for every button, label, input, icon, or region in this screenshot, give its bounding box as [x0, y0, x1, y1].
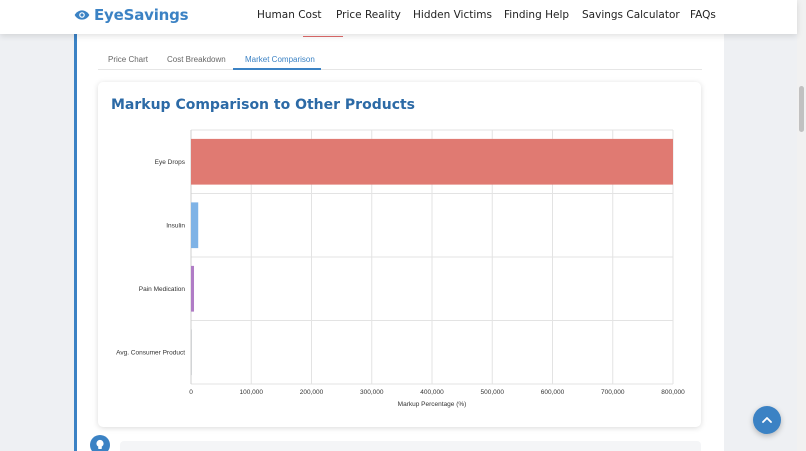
bar-insulin: [191, 202, 199, 249]
x-tick-label: 400,000: [420, 389, 444, 396]
bar-pain-medication: [191, 265, 195, 312]
scroll-to-top-button[interactable]: [753, 406, 781, 434]
category-label: Avg. Consumer Product: [116, 349, 185, 356]
nav-savings-calculator[interactable]: Savings Calculator: [582, 9, 680, 21]
tab-cost-breakdown[interactable]: Cost Breakdown: [167, 55, 226, 64]
nav-hidden-victims[interactable]: Hidden Victims: [413, 9, 492, 21]
nav-human-cost[interactable]: Human Cost: [257, 9, 322, 21]
lightbulb-icon: [96, 439, 104, 449]
next-section-card: [120, 441, 701, 451]
active-tab-indicator: [233, 68, 321, 70]
chart-title: Markup Comparison to Other Products: [111, 97, 416, 113]
x-tick-label: 600,000: [541, 389, 565, 396]
category-label: Insulin: [166, 222, 185, 229]
x-tick-label: 300,000: [360, 389, 384, 396]
x-tick-label: 500,000: [481, 389, 505, 396]
x-axis-title: Markup Percentage (%): [398, 401, 467, 408]
category-label: Eye Drops: [155, 159, 186, 166]
x-tick-label: 800,000: [661, 389, 685, 396]
brand-name: EyeSavings: [94, 6, 189, 24]
nav-finding-help[interactable]: Finding Help: [504, 9, 570, 21]
category-label: Pain Medication: [139, 286, 186, 293]
brand-logo[interactable]: EyeSavings: [74, 6, 189, 24]
page-scrollbar[interactable]: [797, 0, 806, 451]
x-tick-label: 0: [189, 389, 193, 396]
tab-price-chart[interactable]: Price Chart: [108, 55, 149, 64]
scrollbar-thumb[interactable]: [799, 86, 804, 132]
chevron-up-icon: [762, 417, 772, 423]
tab-market-comparison[interactable]: Market Comparison: [245, 55, 315, 64]
markup-bar-chart: 0 100,000 200,000 300,000 400,000 500,000 600,…: [116, 129, 685, 408]
x-tick-label: 100,000: [240, 389, 264, 396]
bar-eye-drops: [191, 138, 673, 185]
tip-badge: [90, 435, 110, 451]
chart-tabs: Price Chart Cost Breakdown Market Compar…: [98, 50, 702, 70]
nav-faqs[interactable]: FAQs: [690, 9, 716, 21]
x-tick-label: 200,000: [300, 389, 324, 396]
highlight-underline: [303, 36, 343, 37]
x-tick-label: 700,000: [601, 389, 625, 396]
eye-icon: [74, 10, 90, 20]
nav-price-reality[interactable]: Price Reality: [336, 9, 401, 21]
top-navbar: EyeSavings Human Cost Price Reality Hidd…: [0, 0, 797, 34]
